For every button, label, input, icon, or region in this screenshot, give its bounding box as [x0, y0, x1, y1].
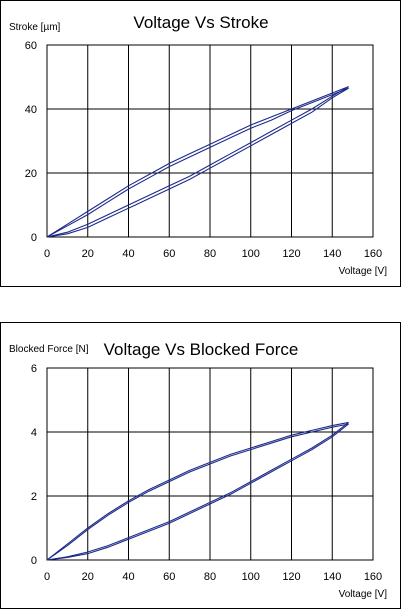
- series-line-2: [46, 421, 349, 561]
- x-tick-label: 120: [282, 571, 300, 583]
- y-tick-label: 4: [31, 427, 37, 439]
- y-tick-label: 20: [25, 168, 37, 180]
- series-line-1: [46, 86, 349, 238]
- x-tick-label: 140: [323, 571, 341, 583]
- x-tick-label: 40: [122, 571, 134, 583]
- y-axis-label: Stroke [µm]: [9, 22, 61, 33]
- x-tick-label: 60: [163, 248, 175, 260]
- stroke-chart-panel: Stroke [µm] Voltage Vs Stroke Voltage [V…: [0, 0, 401, 287]
- stroke-chart: Stroke [µm] Voltage Vs Stroke Voltage [V…: [9, 13, 388, 277]
- blocked-force-chart: Blocked Force [N] Voltage Vs Blocked For…: [9, 340, 388, 600]
- x-tick-label: 100: [242, 248, 260, 260]
- x-tick-label: 0: [44, 571, 50, 583]
- y-tick-label: 0: [31, 555, 37, 567]
- series-line-4: [46, 423, 349, 561]
- chart-title: Voltage Vs Stroke: [133, 13, 268, 32]
- x-tick-label: 20: [82, 248, 94, 260]
- x-tick-label: 60: [163, 571, 175, 583]
- x-tick-label: 40: [122, 248, 134, 260]
- x-tick-label: 160: [364, 248, 382, 260]
- y-tick-label: 0: [31, 232, 37, 244]
- x-tick-label: 160: [364, 571, 382, 583]
- x-tick-label: 140: [323, 248, 341, 260]
- series-line-4: [46, 87, 349, 238]
- series-line-1: [46, 421, 349, 561]
- x-tick-label: 80: [204, 248, 216, 260]
- y-tick-label: 6: [31, 363, 37, 375]
- y-tick-label: 2: [31, 491, 37, 503]
- series-line-3: [46, 87, 349, 238]
- y-tick-label: 40: [25, 104, 37, 116]
- x-tick-label: 0: [44, 248, 50, 260]
- chart-title: Voltage Vs Blocked Force: [104, 340, 299, 359]
- x-axis-label: Voltage [V]: [339, 589, 388, 600]
- x-axis-label: Voltage [V]: [339, 266, 388, 277]
- x-tick-label: 80: [204, 571, 216, 583]
- blocked-force-chart-panel: Blocked Force [N] Voltage Vs Blocked For…: [0, 322, 401, 609]
- y-tick-label: 60: [25, 40, 37, 52]
- x-tick-label: 100: [242, 571, 260, 583]
- x-tick-label: 120: [282, 248, 300, 260]
- x-tick-label: 20: [82, 571, 94, 583]
- series-line-2: [46, 86, 349, 238]
- y-axis-label: Blocked Force [N]: [9, 344, 89, 355]
- series-line-3: [46, 423, 349, 561]
